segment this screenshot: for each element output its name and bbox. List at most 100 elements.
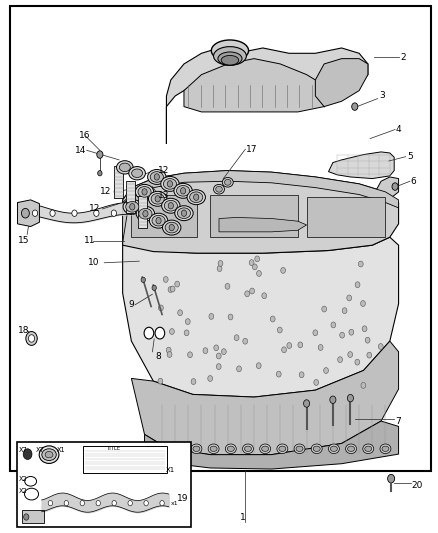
Circle shape bbox=[217, 265, 222, 271]
Circle shape bbox=[298, 342, 303, 348]
Circle shape bbox=[228, 314, 233, 320]
Ellipse shape bbox=[123, 199, 141, 214]
Text: X2: X2 bbox=[18, 475, 27, 482]
Circle shape bbox=[94, 210, 99, 216]
Circle shape bbox=[318, 344, 323, 350]
Text: X1: X1 bbox=[166, 467, 175, 473]
Circle shape bbox=[185, 319, 190, 325]
Circle shape bbox=[256, 363, 261, 369]
Circle shape bbox=[144, 327, 154, 339]
Text: 20: 20 bbox=[412, 481, 423, 489]
Ellipse shape bbox=[225, 444, 236, 454]
Ellipse shape bbox=[149, 213, 168, 228]
Ellipse shape bbox=[42, 449, 56, 461]
Circle shape bbox=[367, 352, 372, 358]
Circle shape bbox=[392, 183, 398, 190]
Text: X7: X7 bbox=[18, 447, 27, 454]
Ellipse shape bbox=[165, 222, 178, 233]
Bar bbox=[138, 196, 147, 228]
Ellipse shape bbox=[294, 444, 305, 454]
Circle shape bbox=[168, 203, 173, 209]
Ellipse shape bbox=[191, 444, 202, 454]
Text: 3: 3 bbox=[379, 92, 385, 100]
Circle shape bbox=[144, 500, 148, 506]
Circle shape bbox=[262, 293, 267, 298]
Text: 1: 1 bbox=[240, 513, 246, 521]
Ellipse shape bbox=[346, 444, 357, 454]
Text: 11: 11 bbox=[84, 237, 95, 245]
Text: 4: 4 bbox=[396, 125, 402, 134]
Text: 19: 19 bbox=[177, 494, 188, 503]
Circle shape bbox=[64, 500, 68, 506]
Circle shape bbox=[255, 256, 260, 262]
Text: 2: 2 bbox=[400, 53, 406, 61]
Circle shape bbox=[214, 345, 219, 351]
Ellipse shape bbox=[138, 187, 151, 197]
Ellipse shape bbox=[279, 446, 286, 451]
Circle shape bbox=[355, 359, 360, 365]
Text: 5: 5 bbox=[407, 152, 413, 161]
Text: 13: 13 bbox=[158, 191, 169, 199]
Ellipse shape bbox=[218, 52, 242, 66]
Circle shape bbox=[358, 261, 363, 267]
Circle shape bbox=[331, 322, 336, 328]
Text: X7: X7 bbox=[36, 447, 45, 454]
Circle shape bbox=[237, 366, 241, 372]
Circle shape bbox=[143, 211, 148, 217]
Polygon shape bbox=[184, 59, 333, 112]
Circle shape bbox=[130, 204, 135, 210]
Circle shape bbox=[281, 268, 286, 273]
Ellipse shape bbox=[117, 160, 133, 174]
Ellipse shape bbox=[150, 172, 163, 182]
Ellipse shape bbox=[159, 446, 166, 451]
Circle shape bbox=[216, 364, 221, 369]
Ellipse shape bbox=[174, 183, 192, 198]
Ellipse shape bbox=[174, 444, 185, 454]
Circle shape bbox=[180, 188, 186, 194]
Circle shape bbox=[155, 327, 165, 339]
Circle shape bbox=[178, 310, 183, 316]
Circle shape bbox=[155, 196, 160, 202]
Text: TITLE: TITLE bbox=[107, 446, 121, 451]
Circle shape bbox=[362, 326, 367, 332]
Ellipse shape bbox=[214, 184, 224, 194]
Circle shape bbox=[250, 288, 254, 294]
Text: 14: 14 bbox=[74, 146, 86, 155]
Ellipse shape bbox=[221, 55, 239, 65]
Ellipse shape bbox=[148, 169, 166, 184]
Circle shape bbox=[252, 264, 257, 270]
Ellipse shape bbox=[382, 446, 389, 451]
Circle shape bbox=[249, 260, 254, 265]
Ellipse shape bbox=[296, 446, 303, 451]
Ellipse shape bbox=[119, 163, 130, 172]
Ellipse shape bbox=[187, 190, 205, 205]
Polygon shape bbox=[377, 177, 399, 200]
Ellipse shape bbox=[227, 446, 234, 451]
Circle shape bbox=[32, 210, 38, 216]
Circle shape bbox=[168, 287, 173, 293]
Bar bbox=[126, 181, 135, 213]
Circle shape bbox=[141, 277, 145, 282]
Circle shape bbox=[347, 295, 352, 301]
Ellipse shape bbox=[380, 444, 391, 454]
Bar bbox=[114, 166, 123, 198]
Text: 9: 9 bbox=[128, 301, 134, 309]
Circle shape bbox=[270, 316, 275, 322]
Ellipse shape bbox=[177, 208, 191, 219]
Text: 18: 18 bbox=[18, 326, 30, 335]
Ellipse shape bbox=[311, 444, 322, 454]
Circle shape bbox=[170, 329, 174, 335]
Circle shape bbox=[347, 394, 353, 402]
Ellipse shape bbox=[193, 446, 200, 451]
Circle shape bbox=[181, 210, 187, 216]
Circle shape bbox=[160, 500, 164, 506]
Ellipse shape bbox=[330, 446, 337, 451]
Circle shape bbox=[314, 379, 318, 385]
Circle shape bbox=[365, 337, 370, 343]
Ellipse shape bbox=[129, 166, 145, 180]
Text: 16: 16 bbox=[79, 132, 90, 140]
Circle shape bbox=[48, 500, 53, 506]
Circle shape bbox=[111, 210, 117, 216]
Polygon shape bbox=[123, 237, 399, 397]
Ellipse shape bbox=[176, 446, 183, 451]
